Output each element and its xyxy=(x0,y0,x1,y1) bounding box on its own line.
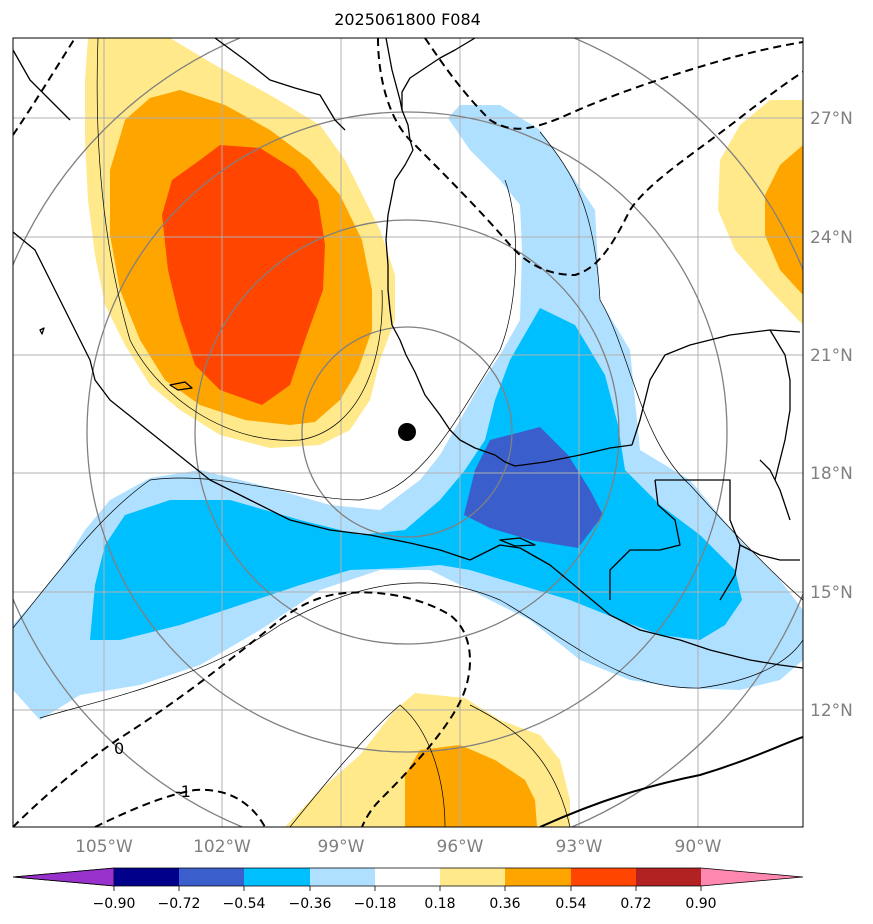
colorbar-tick-label: 0.18 xyxy=(424,896,455,912)
colorbar-bin-2 xyxy=(179,868,244,886)
lat-label-12n: 12°N xyxy=(810,701,853,721)
lon-label-90w: 90°W xyxy=(675,837,722,857)
colorbar-tick-label: 0.90 xyxy=(685,896,716,912)
contour-label-neg-one: -1 xyxy=(175,782,191,801)
colorbar-extend-high xyxy=(701,868,803,886)
storm-center-marker xyxy=(398,423,416,441)
lon-label-93w: 93°W xyxy=(556,837,603,857)
lon-label-99w: 99°W xyxy=(318,837,365,857)
map-plot-area: 0 -1 xyxy=(13,38,803,827)
shade-orange-east xyxy=(765,145,803,295)
colorbar: −0.90 −0.72 −0.54 −0.36 −0.18 0.18 0.36 … xyxy=(12,867,804,912)
colorbar-bin-3 xyxy=(244,868,310,886)
shade-orange-south xyxy=(405,745,537,827)
colorbar-tick-label: −0.72 xyxy=(158,896,201,912)
colorbar-tick-label: −0.18 xyxy=(354,896,397,912)
lon-label-105w: 105°W xyxy=(75,837,133,857)
colorbar-tick-label: 0.72 xyxy=(620,896,651,912)
lon-label-96w: 96°W xyxy=(437,837,484,857)
coastlines xyxy=(13,38,803,669)
solid-contour-southeast xyxy=(539,736,803,827)
colorbar-ticks xyxy=(113,886,702,891)
figure-title: 2025061800 F084 xyxy=(334,10,481,29)
colorbar-bin-4 xyxy=(310,868,375,886)
map-frame xyxy=(12,37,804,828)
range-rings xyxy=(13,38,803,827)
colorbar-extend-low xyxy=(12,867,115,887)
shade-orange-red-west xyxy=(162,145,325,405)
contour-label-zero: 0 xyxy=(114,739,124,758)
colorbar-bin-9 xyxy=(636,868,701,886)
lat-label-18n: 18°N xyxy=(810,464,853,484)
colorbar-bin-8 xyxy=(571,868,636,886)
lat-label-27n: 27°N xyxy=(810,109,853,129)
lon-label-102w: 102°W xyxy=(193,837,251,857)
dashed-contours xyxy=(13,38,803,827)
lat-label-21n: 21°N xyxy=(810,346,853,366)
colorbar-tick-label: −0.90 xyxy=(93,896,136,912)
colorbar-bin-6 xyxy=(440,868,505,886)
lat-label-15n: 15°N xyxy=(810,583,853,603)
longitude-labels: 105°W 102°W 99°W 96°W 93°W 90°W xyxy=(75,837,722,857)
gridlines xyxy=(13,38,803,827)
colorbar-bin-7 xyxy=(505,868,571,886)
colorbar-tick-label: −0.36 xyxy=(289,896,332,912)
lat-label-24n: 24°N xyxy=(810,228,853,248)
colorbar-tick-label: −0.54 xyxy=(223,896,266,912)
colorbar-bin-5 xyxy=(375,868,440,886)
latitude-labels: 27°N 24°N 21°N 18°N 15°N 12°N xyxy=(810,109,853,721)
colorbar-tick-label: 0.36 xyxy=(489,896,520,912)
colorbar-tick-label: 0.54 xyxy=(555,896,586,912)
colorbar-bin-1 xyxy=(114,868,179,886)
